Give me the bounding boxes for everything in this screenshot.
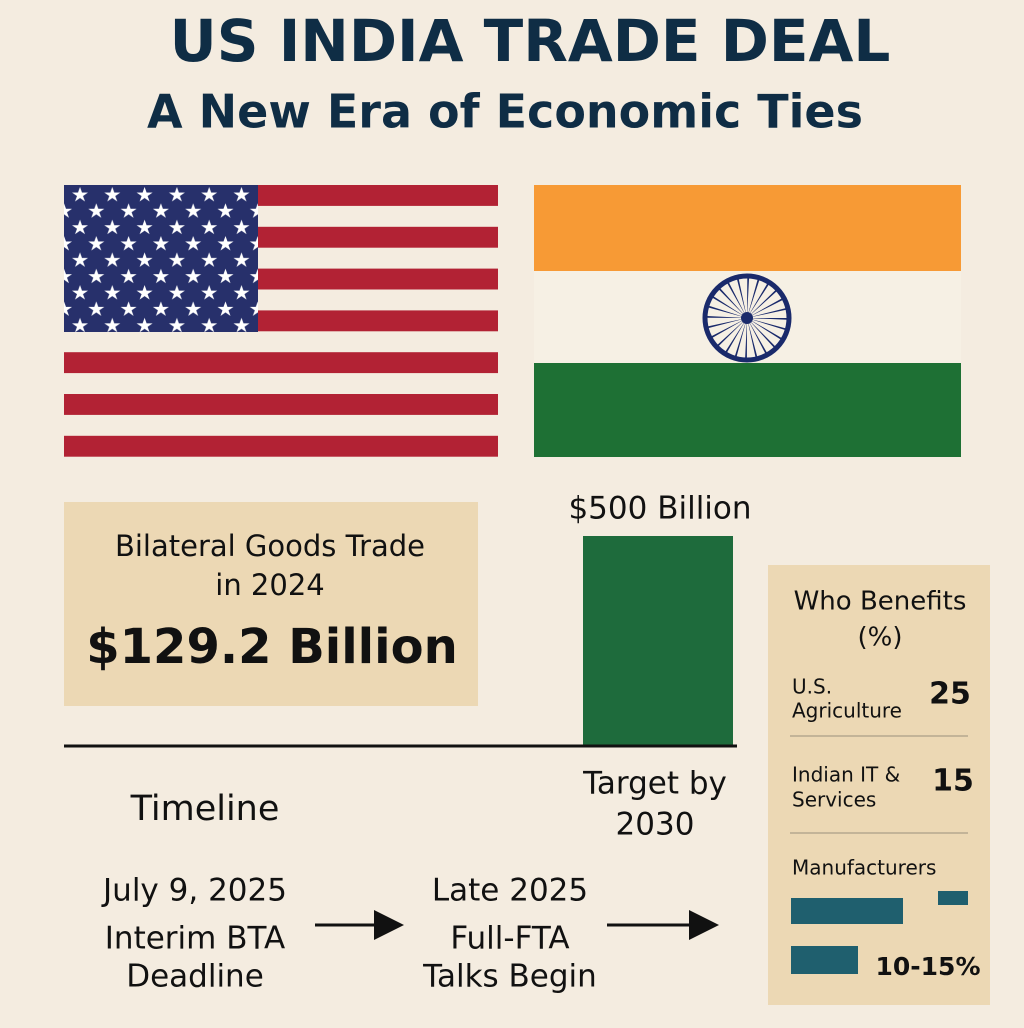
title: US INDIA TRADE DEAL xyxy=(170,7,891,75)
target-value: $500 Billion xyxy=(568,491,751,527)
benefit-label: Indian IT & xyxy=(792,763,900,787)
timeline-text: Talks Begin xyxy=(422,959,597,995)
benefit-value: 10-15% xyxy=(875,952,980,981)
timeline-title: Timeline xyxy=(130,789,280,829)
benefits-title: (%) xyxy=(858,623,903,653)
benefit-value: 15 xyxy=(932,764,974,799)
benefit-label: U.S. xyxy=(792,675,832,699)
trade-box xyxy=(64,502,478,706)
benefit-value: 25 xyxy=(929,677,971,712)
target-label: 2030 xyxy=(616,807,695,843)
decor-bar xyxy=(791,946,858,974)
trade-label: in 2024 xyxy=(215,568,324,602)
timeline-date: July 9, 2025 xyxy=(101,873,287,909)
benefit-label: Manufacturers xyxy=(792,856,936,880)
trade-value: $129.2 Billion xyxy=(86,619,457,675)
timeline-text: Interim BTA xyxy=(105,921,285,957)
decor-bar xyxy=(938,891,968,905)
target-label: Target by xyxy=(582,766,727,802)
decor-bar xyxy=(791,898,903,924)
trade-label: Bilateral Goods Trade xyxy=(115,529,425,563)
benefits-panel xyxy=(768,565,990,1005)
subtitle: A New Era of Economic Ties xyxy=(147,85,863,139)
us-flag xyxy=(64,185,498,457)
target-bar xyxy=(583,536,733,746)
timeline-text: Full-FTA xyxy=(450,921,569,957)
india-flag xyxy=(534,185,961,457)
timeline-date: Late 2025 xyxy=(432,873,588,909)
benefits-title: Who Benefits xyxy=(794,587,967,617)
benefit-label: Agriculture xyxy=(792,699,902,723)
timeline-text: Deadline xyxy=(126,959,264,995)
benefit-label: Services xyxy=(792,788,876,812)
